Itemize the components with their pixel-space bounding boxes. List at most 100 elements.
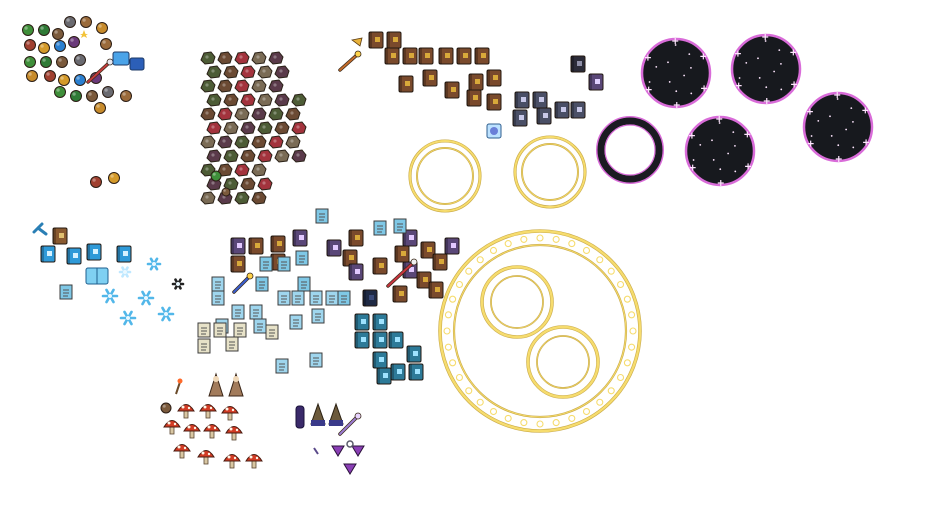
consumable-icon — [108, 172, 120, 184]
parchment-icon — [213, 322, 227, 338]
magic-scroll-icon — [295, 250, 309, 266]
ore-chunk-icon — [234, 135, 250, 149]
ice-scroll-icon — [309, 290, 323, 306]
consumable-icon — [56, 56, 68, 68]
water-tome-icon — [390, 363, 406, 381]
ore-chunk-icon — [240, 93, 256, 107]
wand-icon — [232, 272, 254, 294]
spellbook-icon — [422, 69, 438, 87]
mushroom-cluster — [160, 372, 263, 469]
snowflake-icon — [146, 257, 162, 271]
ore-chunk-icon — [274, 121, 290, 135]
spellbook-icon — [456, 47, 472, 65]
spellbook-icon — [372, 257, 388, 275]
spellbook-icon — [474, 47, 490, 65]
spellbook-icon — [418, 47, 434, 65]
spellbook-icon — [348, 229, 364, 247]
spellbook-icon — [292, 229, 308, 247]
consumable-icon — [100, 38, 112, 50]
water-tome-icon — [372, 351, 388, 369]
consumable-icon — [54, 86, 66, 98]
magic-scroll-icon — [315, 208, 329, 224]
ice-scroll-icon — [325, 290, 339, 306]
spellbook-icon — [468, 73, 484, 91]
consumable-icon — [64, 16, 76, 28]
magic-scroll-icon — [255, 276, 269, 292]
spellbook-icon — [270, 235, 286, 253]
water-tome-icon — [376, 367, 392, 385]
ore-chunk-icon — [206, 149, 222, 163]
ore-chunk-icon — [240, 149, 256, 163]
ore-chunk-icon — [251, 79, 267, 93]
void-portal-icon — [730, 33, 802, 105]
spellbook-icon — [432, 253, 448, 271]
spellbook-icon — [532, 91, 548, 109]
brown-book-icon — [52, 227, 68, 245]
ore-chunk-icon — [285, 107, 301, 121]
ore-chunk-icon — [234, 79, 250, 93]
spellbook-icon — [248, 237, 264, 255]
parchment-icon — [225, 336, 239, 352]
consumable-icon — [90, 176, 102, 188]
spellbook-icon — [486, 93, 502, 111]
spellbook-icon — [554, 101, 570, 119]
water-tome-icon — [354, 313, 370, 331]
spellbook-icon — [384, 47, 400, 65]
parchment-icon — [197, 322, 211, 338]
ore-chunk-icon — [240, 121, 256, 135]
consumable-icon — [68, 36, 80, 48]
spellbook-icon — [536, 107, 552, 125]
magic-scroll-icon — [373, 220, 387, 236]
ore-chunk-icon — [268, 107, 284, 121]
consumable-icon — [54, 40, 66, 52]
ice-scroll-icon — [211, 276, 225, 292]
small-rune-circle-icon — [415, 147, 474, 206]
water-tome-icon — [372, 313, 388, 331]
horn-icon — [351, 37, 363, 47]
small-rune-circle-icon — [520, 143, 579, 202]
ice-book-icon — [40, 245, 56, 263]
ore-chunk-icon — [217, 107, 233, 121]
mushroom-icon — [203, 424, 221, 439]
spellbook-icon — [466, 89, 482, 107]
consumables-cluster — [22, 16, 145, 188]
spellbook-icon — [348, 263, 364, 281]
consumable-icon — [38, 42, 50, 54]
ore-chunk-icon — [257, 149, 273, 163]
spellbook-icon — [420, 241, 436, 259]
ore-chunk-icon — [200, 135, 216, 149]
ice-scroll-icon — [291, 290, 305, 306]
staff-icon — [338, 50, 362, 72]
spellbook-icon — [486, 69, 502, 87]
mushroom-icon — [177, 404, 195, 419]
crystal-orb-icon — [486, 123, 502, 139]
ice-scroll-icon — [311, 308, 325, 324]
mushroom-icon — [225, 426, 243, 441]
ice-scroll-icon — [253, 318, 267, 334]
spellbook-icon — [368, 31, 384, 49]
spellbook-icon — [326, 239, 342, 257]
ice-scroll-icon — [289, 314, 303, 330]
spellbook-icon — [416, 271, 432, 289]
consumable-icon — [58, 74, 70, 86]
ice-cluster — [32, 222, 185, 326]
consumable-icon — [22, 24, 34, 36]
magic-scroll-icon — [297, 276, 311, 292]
hooded-mage-icon — [310, 402, 344, 426]
ice-trident-icon — [32, 222, 48, 236]
water-tome-icon — [406, 345, 422, 363]
great-rune-circle-icon — [438, 229, 642, 433]
ore-chunk-icon — [223, 93, 239, 107]
ore-chunk-icon — [251, 107, 267, 121]
ore-chunk-icon — [200, 191, 216, 205]
ore-chunk-icon — [291, 93, 307, 107]
water-tome-icon — [372, 331, 388, 349]
green-orb-icon — [210, 170, 222, 182]
small-rune-circle-icon — [408, 139, 482, 213]
consumable-icon — [120, 90, 132, 102]
spellbook-icon — [514, 91, 530, 109]
mushroom-icon — [197, 450, 215, 465]
seed-icon — [160, 402, 172, 414]
mushroom-icon — [221, 406, 239, 421]
consumable-icon — [102, 86, 114, 98]
